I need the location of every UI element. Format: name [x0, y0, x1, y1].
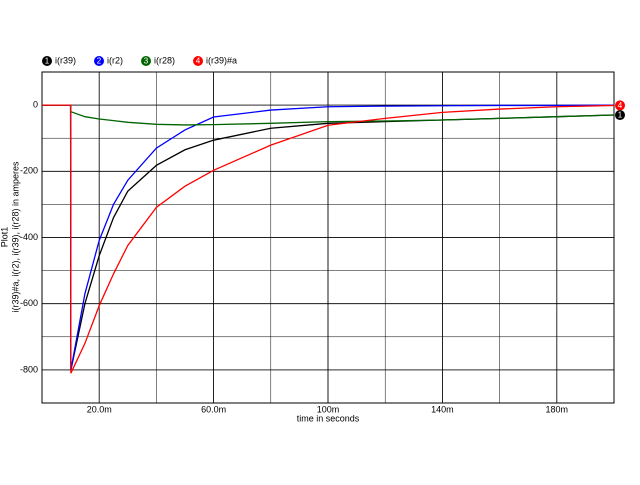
x-tick-label: 180m	[546, 404, 569, 414]
end-marker	[615, 110, 625, 121]
y-tick-label: -400	[20, 232, 38, 242]
end-marker-number: 4	[618, 101, 623, 110]
legend-marker	[94, 56, 105, 66]
end-marker-number: 1	[618, 111, 623, 120]
end-marker	[615, 100, 625, 111]
x-axis-label: time in seconds	[297, 413, 360, 423]
x-tick-label: 100m	[317, 404, 340, 414]
plot-name: Plot1	[0, 227, 9, 248]
y-tick-label: -200	[20, 166, 38, 176]
y-tick-label: 0	[33, 99, 38, 109]
legend-marker-number: 1	[45, 57, 50, 66]
legend-label: i(r39)#a	[206, 55, 237, 65]
x-tick-label: 140m	[431, 404, 454, 414]
series-line	[42, 104, 615, 371]
legend-label: i(r39)	[55, 55, 76, 65]
legend-marker	[193, 56, 204, 66]
series-line	[42, 104, 615, 374]
y-axis-label: i(r39)#a, i(r2), i(r39), i(r28) in amper…	[10, 161, 20, 313]
y-tick-label: -800	[20, 364, 38, 374]
legend-marker	[141, 56, 152, 66]
y-tick-label: -600	[20, 298, 38, 308]
legend-marker-number: 4	[196, 57, 201, 66]
x-tick-label: 20.0m	[87, 404, 112, 414]
legend-label: i(r28)	[154, 55, 175, 65]
legend-marker	[42, 56, 52, 66]
series-line	[42, 104, 615, 126]
x-tick-label: 60.0m	[201, 404, 226, 414]
legend-marker-number: 2	[97, 57, 102, 66]
legend-label: i(r2)	[107, 55, 123, 65]
legend-marker-number: 3	[144, 57, 149, 66]
